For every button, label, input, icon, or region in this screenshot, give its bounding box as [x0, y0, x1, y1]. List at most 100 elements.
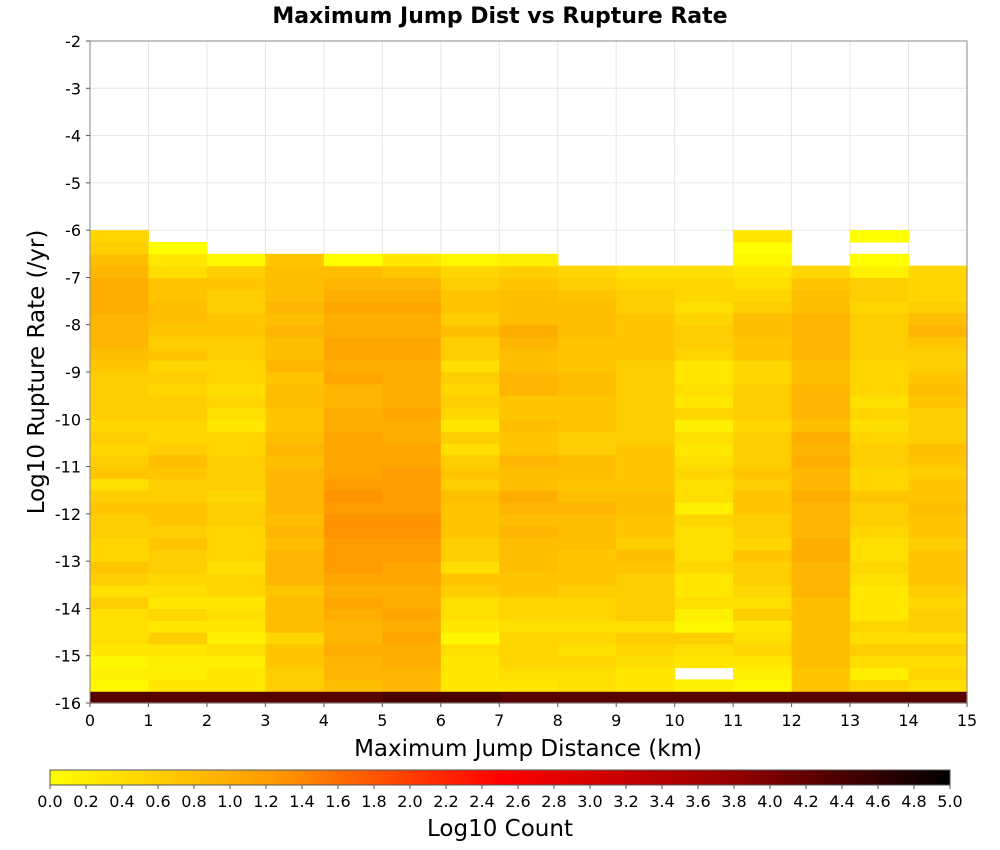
heatmap-cell [616, 549, 676, 562]
heatmap-cell [674, 513, 734, 527]
heatmap-cell [791, 502, 851, 515]
heatmap-cell [557, 596, 617, 610]
heatmap-cell [440, 360, 500, 373]
heatmap-cells [90, 230, 968, 704]
heatmap-cell [791, 454, 851, 468]
heatmap-cell [206, 336, 266, 349]
heatmap-cell [557, 549, 617, 562]
heatmap-cell [382, 632, 442, 645]
heatmap-cell [908, 490, 968, 503]
heatmap-cell [440, 667, 500, 680]
heatmap-cell [850, 407, 910, 420]
heatmap-cell [206, 679, 266, 692]
heatmap-cell [733, 537, 793, 550]
heatmap-cell [148, 643, 208, 657]
heatmap-cell [382, 277, 442, 290]
heatmap-cell [674, 324, 734, 338]
heatmap-cell [557, 312, 617, 326]
heatmap-cell [323, 277, 383, 290]
heatmap-cell [90, 596, 150, 610]
heatmap-cell [499, 537, 559, 550]
y-tick-label: -2 [65, 32, 81, 51]
heatmap-cell [382, 549, 442, 562]
heatmap-cell [265, 549, 325, 562]
heatmap-cell [616, 572, 676, 586]
heatmap-cell [557, 608, 617, 621]
heatmap-cell [791, 466, 851, 479]
heatmap-cell [791, 513, 851, 527]
heatmap-cell [499, 407, 559, 420]
heatmap-cell [90, 608, 150, 621]
heatmap-cell [908, 608, 968, 621]
heatmap-cell [148, 667, 208, 680]
heatmap-cell [440, 561, 500, 574]
heatmap-cell [90, 643, 150, 657]
heatmap-cell [90, 230, 150, 243]
heatmap-cell [908, 525, 968, 539]
heatmap-cell [791, 336, 851, 349]
heatmap-cell [90, 383, 150, 397]
heatmap-cell [148, 241, 208, 255]
heatmap-cell [265, 324, 325, 338]
heatmap-cell [440, 525, 500, 539]
heatmap-cell [323, 502, 383, 515]
heatmap-cell [90, 419, 150, 432]
heatmap-cell [908, 348, 968, 361]
heatmap-cell [265, 608, 325, 621]
heatmap-cell [674, 537, 734, 550]
heatmap-cell [323, 431, 383, 444]
heatmap-cell [499, 265, 559, 279]
heatmap-cell [733, 667, 793, 680]
heatmap-cell [206, 301, 266, 314]
heatmap-cell [733, 289, 793, 302]
heatmap-cell [557, 454, 617, 468]
heatmap-cell [791, 608, 851, 621]
heatmap-cell [850, 383, 910, 397]
heatmap-cell [148, 454, 208, 468]
heatmap-cell [850, 372, 910, 385]
heatmap-cell [557, 525, 617, 539]
heatmap-cell [791, 537, 851, 550]
heatmap-cell [382, 679, 442, 692]
heatmap-cell [616, 301, 676, 314]
heatmap-cell [674, 407, 734, 420]
heatmap-cell [90, 241, 150, 255]
heatmap-cell [148, 383, 208, 397]
heatmap-cell [440, 454, 500, 468]
heatmap-cell [850, 502, 910, 515]
heatmap-cell [440, 502, 500, 515]
heatmap-cell [616, 419, 676, 432]
heatmap-cell [148, 348, 208, 361]
heatmap-cell [148, 513, 208, 527]
colorbar-tick-label: 2.0 [397, 792, 422, 811]
heatmap-cell [616, 620, 676, 633]
heatmap-cell [206, 253, 266, 267]
heatmap-cell [733, 561, 793, 574]
heatmap-cell [382, 289, 442, 302]
heatmap-cell [265, 348, 325, 361]
heatmap-cell [674, 584, 734, 598]
heatmap-cell [440, 620, 500, 633]
colorbar-label: Log10 Count [427, 816, 573, 842]
heatmap-cell [323, 336, 383, 349]
heatmap-cell [908, 442, 968, 456]
heatmap-cell [616, 632, 676, 645]
heatmap-cell [557, 336, 617, 349]
heatmap-cell [265, 336, 325, 349]
heatmap-cell [850, 608, 910, 621]
x-tick-label: 15 [957, 711, 977, 730]
x-tick-label: 10 [664, 711, 684, 730]
heatmap-cell [148, 324, 208, 338]
heatmap-cell [557, 572, 617, 586]
heatmap-cell [382, 454, 442, 468]
heatmap-cell [791, 324, 851, 338]
heatmap-cell [206, 478, 266, 491]
heatmap-cell [382, 336, 442, 349]
heatmap-cell [557, 277, 617, 290]
heatmap-cell [791, 348, 851, 361]
heatmap-cell [440, 442, 500, 456]
colorbar-tick-label: 4.0 [757, 792, 782, 811]
heatmap-cell [616, 513, 676, 527]
heatmap-cell [791, 419, 851, 432]
heatmap-cell [850, 478, 910, 491]
